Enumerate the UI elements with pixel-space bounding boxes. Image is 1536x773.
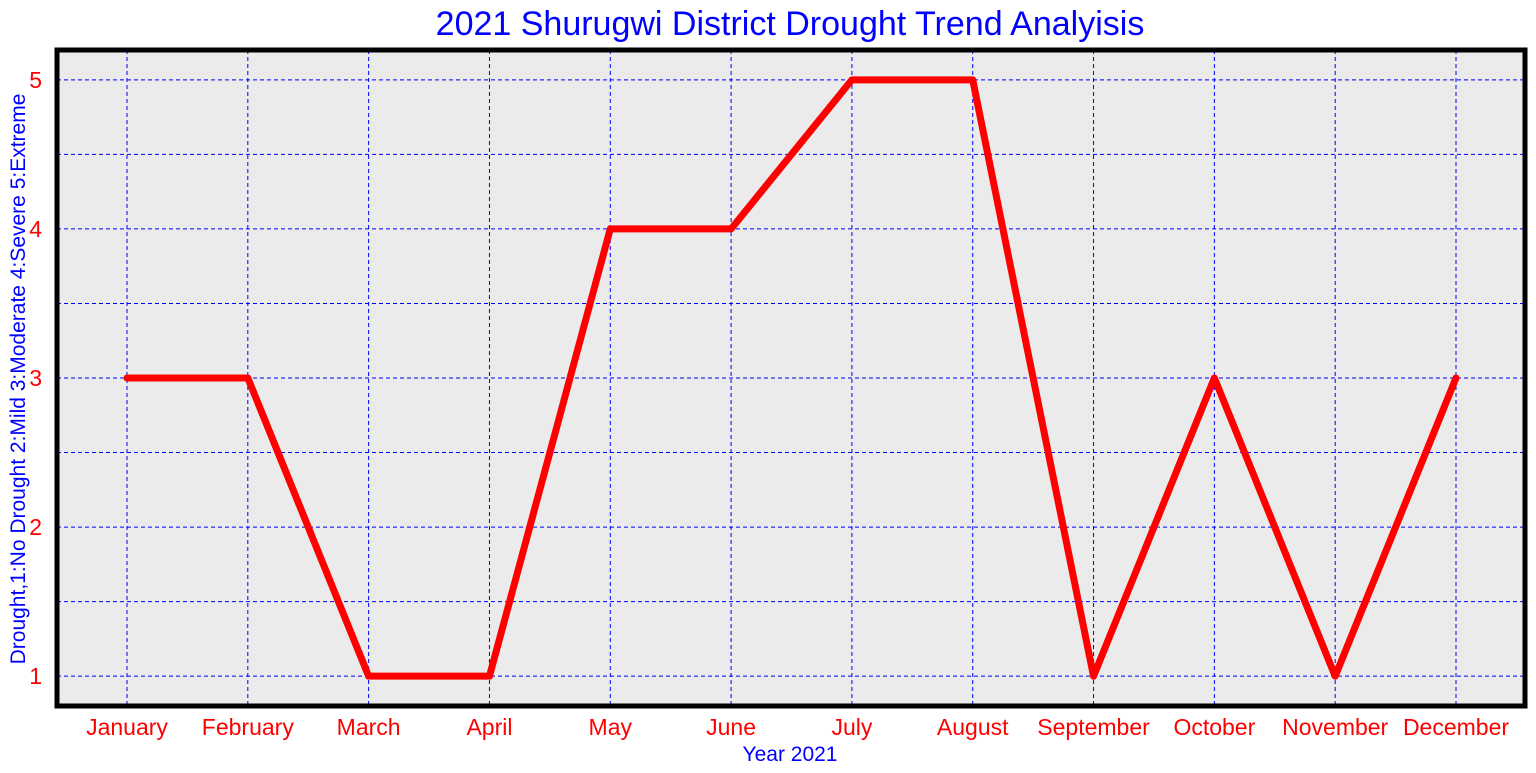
x-tick-label: November [1282, 714, 1388, 740]
y-tick-label: 2 [29, 514, 42, 540]
x-tick-label: March [337, 714, 401, 740]
x-tick-label: January [86, 714, 168, 740]
y-axis-label: Drought,1:No Drought 2:Mild 3:Moderate 4… [7, 94, 30, 665]
data-point [126, 377, 128, 379]
x-axis-label: Year 2021 [743, 743, 838, 766]
x-tick-label: May [589, 714, 633, 740]
series-layer [123, 76, 1460, 680]
y-tick-label: 4 [29, 216, 42, 242]
x-tick-label: July [831, 714, 872, 740]
data-point [730, 227, 733, 230]
data-point [971, 78, 974, 81]
x-tick-label: June [706, 714, 756, 740]
x-tick-label: April [466, 714, 512, 740]
x-tick-label: October [1173, 714, 1255, 740]
data-point [1213, 377, 1216, 379]
data-point [1455, 377, 1457, 379]
chart-title: 2021 Shurugwi District Drought Trend Ana… [436, 5, 1145, 43]
x-tick-label: September [1037, 714, 1150, 740]
y-tick-label: 5 [29, 67, 42, 93]
data-point [850, 78, 853, 81]
data-point [367, 675, 370, 678]
x-tick-label: August [937, 714, 1009, 740]
grid-lines [57, 50, 1525, 706]
drought-series-line [123, 76, 1460, 680]
data-point [488, 675, 491, 678]
y-tick-label: 1 [29, 663, 42, 689]
data-point [246, 377, 249, 379]
y-tick-label: 3 [29, 365, 42, 391]
y-tick-labels: 1 2 3 4 5 [29, 67, 42, 689]
data-point [609, 227, 612, 230]
x-tick-labels: January February March April May June July Augu… [86, 714, 1509, 740]
plot-frame [54, 47, 1528, 709]
x-tick-label: February [202, 714, 295, 740]
data-point [1334, 675, 1337, 678]
data-point [1092, 675, 1095, 678]
x-tick-label: December [1403, 714, 1509, 740]
